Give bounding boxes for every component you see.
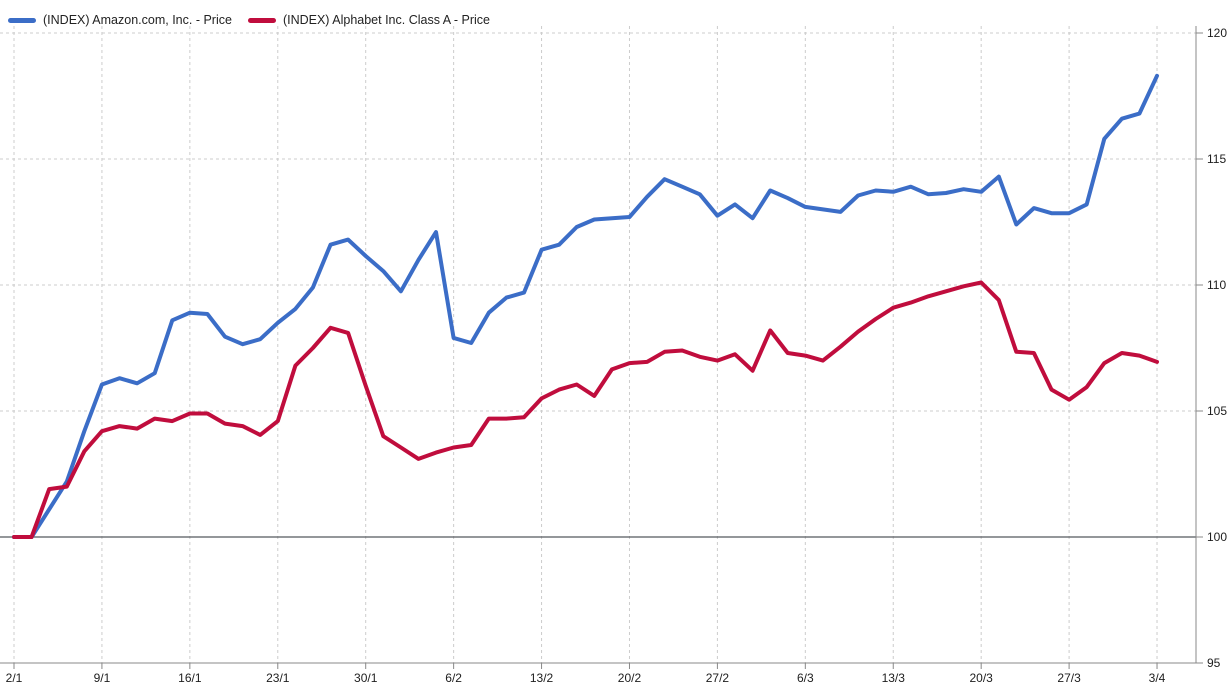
x-axis-label: 9/1 xyxy=(94,671,111,685)
x-axis-label: 3/4 xyxy=(1149,671,1166,685)
y-axis-label: 95 xyxy=(1207,656,1221,670)
y-axis-label: 115 xyxy=(1207,152,1226,166)
legend-label-alphabet: (INDEX) Alphabet Inc. Class A - Price xyxy=(282,13,490,27)
y-axis-label: 110 xyxy=(1207,278,1226,292)
amazon-price-line xyxy=(12,73,1159,539)
legend-item-alphabet[interactable]: (INDEX) Alphabet Inc. Class A - Price xyxy=(247,13,490,27)
x-axis-label: 13/2 xyxy=(530,671,554,685)
x-axis-label: 13/3 xyxy=(882,671,906,685)
x-axis-label: 2/1 xyxy=(6,671,23,685)
x-axis-label: 27/3 xyxy=(1057,671,1081,685)
x-axis-label: 23/1 xyxy=(266,671,290,685)
x-axis-label: 20/2 xyxy=(618,671,642,685)
x-axis-label: 6/2 xyxy=(445,671,462,685)
x-axis-label: 16/1 xyxy=(178,671,202,685)
y-axis-label: 105 xyxy=(1207,404,1227,418)
x-axis-label: 30/1 xyxy=(354,671,378,685)
x-axis-label: 6/3 xyxy=(797,671,814,685)
alphabet-price-line xyxy=(12,280,1159,539)
y-axis-label: 120 xyxy=(1207,26,1227,40)
chart-legend: (INDEX) Amazon.com, Inc. - Price (INDEX)… xyxy=(8,13,490,27)
alphabet-line-swatch-icon xyxy=(247,17,276,23)
legend-label-amazon: (INDEX) Amazon.com, Inc. - Price xyxy=(43,13,232,27)
amazon-line-swatch-icon xyxy=(8,17,36,23)
x-axis-label: 20/3 xyxy=(969,671,993,685)
x-axis-label: 27/2 xyxy=(706,671,730,685)
legend-item-amazon[interactable]: (INDEX) Amazon.com, Inc. - Price xyxy=(8,13,232,27)
y-axis-label: 100 xyxy=(1207,530,1227,544)
